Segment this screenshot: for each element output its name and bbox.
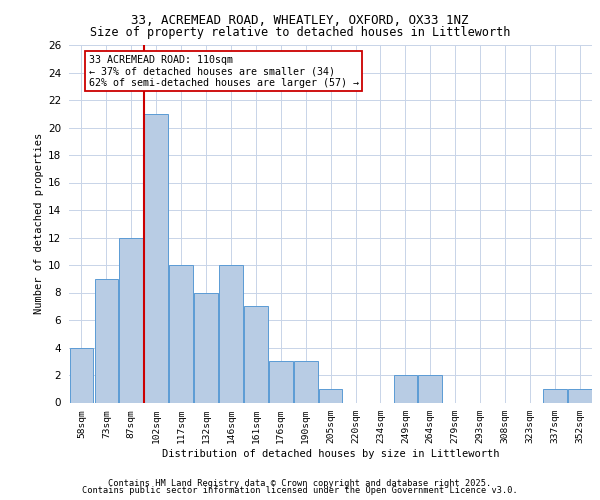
Text: Contains HM Land Registry data © Crown copyright and database right 2025.: Contains HM Land Registry data © Crown c… <box>109 478 491 488</box>
Bar <box>394 375 417 402</box>
Text: Contains public sector information licensed under the Open Government Licence v3: Contains public sector information licen… <box>82 486 518 495</box>
Bar <box>219 265 243 402</box>
Text: Size of property relative to detached houses in Littleworth: Size of property relative to detached ho… <box>90 26 510 39</box>
Bar <box>169 265 193 402</box>
Bar <box>194 292 218 403</box>
X-axis label: Distribution of detached houses by size in Littleworth: Distribution of detached houses by size … <box>162 449 499 459</box>
Text: 33, ACREMEAD ROAD, WHEATLEY, OXFORD, OX33 1NZ: 33, ACREMEAD ROAD, WHEATLEY, OXFORD, OX3… <box>131 14 469 27</box>
Bar <box>95 279 118 402</box>
Bar <box>119 238 143 402</box>
Bar <box>568 389 592 402</box>
Y-axis label: Number of detached properties: Number of detached properties <box>34 133 44 314</box>
Bar <box>294 361 317 403</box>
Bar <box>269 361 293 403</box>
Text: 33 ACREMEAD ROAD: 110sqm
← 37% of detached houses are smaller (34)
62% of semi-d: 33 ACREMEAD ROAD: 110sqm ← 37% of detach… <box>89 54 359 88</box>
Bar <box>543 389 566 402</box>
Bar <box>418 375 442 402</box>
Bar <box>244 306 268 402</box>
Bar <box>70 348 93 403</box>
Bar <box>145 114 168 403</box>
Bar <box>319 389 343 402</box>
